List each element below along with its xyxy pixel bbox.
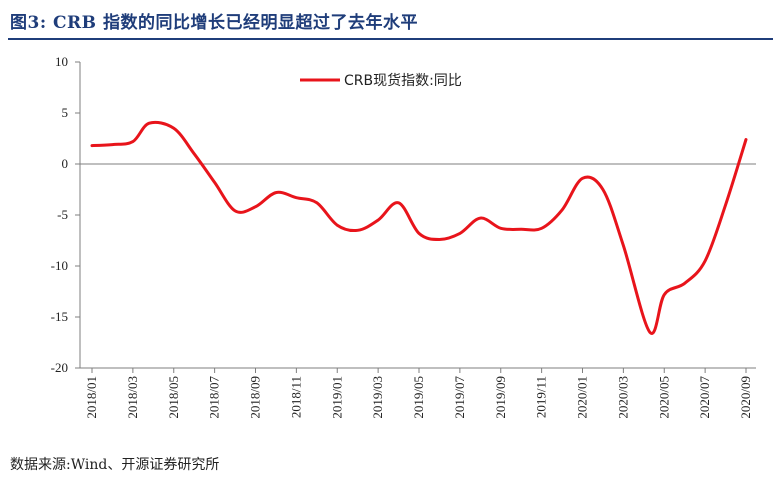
y-axis-ticks: 10 5 0 -5 -10 -15 -20 xyxy=(51,54,80,375)
y-tick-label: 5 xyxy=(62,105,69,120)
x-tick-label: 2018/05 xyxy=(166,376,181,419)
chart-title: 图3: CRB 指数的同比增长已经明显超过了去年水平 xyxy=(10,13,418,33)
chart-axes xyxy=(79,62,756,369)
x-tick-label: 2019/01 xyxy=(329,376,344,419)
x-tick-label: 2018/07 xyxy=(207,376,222,419)
chart-series xyxy=(90,120,748,335)
x-tick-label: 2020/03 xyxy=(615,376,630,419)
x-tick-label: 2020/09 xyxy=(738,376,753,419)
y-tick-label: -20 xyxy=(51,360,68,375)
source-note: 数据来源:Wind、开源证券研究所 xyxy=(10,457,220,473)
x-tick-label: 2020/01 xyxy=(575,376,590,419)
x-tick-label: 2018/09 xyxy=(248,376,263,419)
y-tick-label: -15 xyxy=(51,309,68,324)
y-tick-label: 0 xyxy=(62,156,69,171)
x-tick-label: 2018/01 xyxy=(84,376,99,419)
x-tick-label: 2019/11 xyxy=(534,376,549,418)
x-tick-label: 2020/05 xyxy=(656,376,671,419)
x-tick-label: 2018/03 xyxy=(125,376,140,419)
x-axis-ticks: 2018/01 2018/03 2018/05 2018/07 2018/09 2018/… xyxy=(84,368,753,419)
x-tick-label: 2020/07 xyxy=(697,376,712,419)
y-tick-label: -5 xyxy=(57,207,68,222)
x-tick-label: 2019/09 xyxy=(493,376,508,419)
x-tick-label: 2019/03 xyxy=(370,376,385,419)
series-line xyxy=(90,120,748,335)
y-tick-label: 10 xyxy=(55,54,68,69)
x-tick-label: 2019/05 xyxy=(411,376,426,419)
y-tick-label: -10 xyxy=(51,258,68,273)
x-tick-label: 2018/11 xyxy=(288,376,303,418)
chart-legend: CRB现货指数:同比 xyxy=(300,72,462,89)
title-divider xyxy=(8,38,773,40)
x-tick-label: 2019/07 xyxy=(452,376,467,419)
legend-label: CRB现货指数:同比 xyxy=(344,72,462,89)
